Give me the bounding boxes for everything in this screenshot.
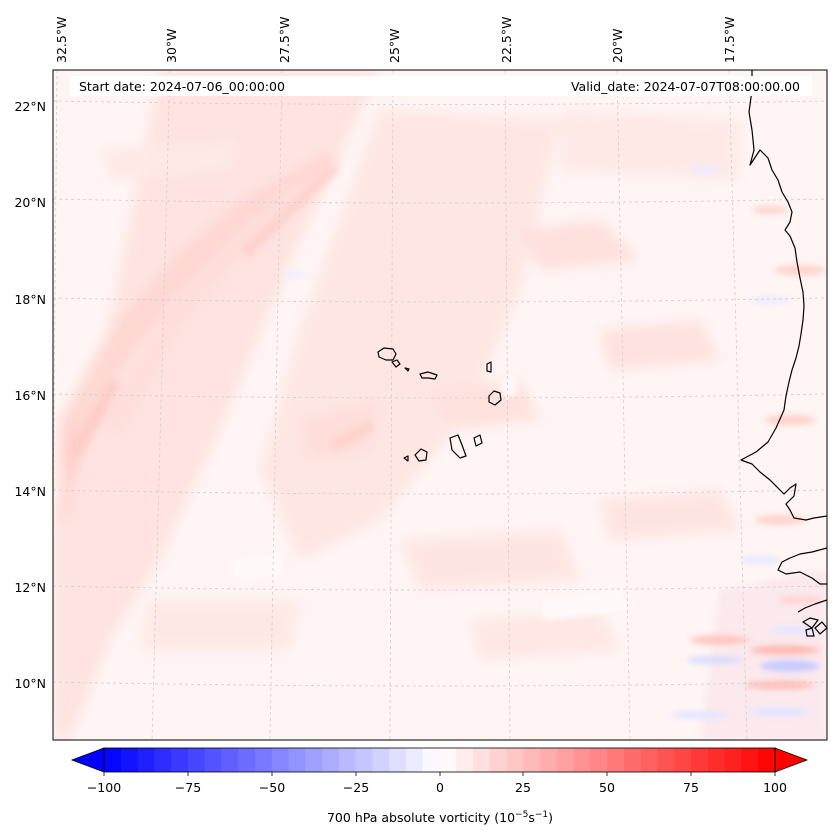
lon-label: 27.5°W <box>277 17 292 63</box>
colorbar-swatch <box>489 748 507 772</box>
colorbar-swatch <box>355 748 373 772</box>
colorbar-swatch <box>590 748 608 772</box>
start-date-text: Start date: 2024-07-06_00:00:00 <box>79 79 285 94</box>
valid-date-text: Valid_date: 2024-07-07T08:00:00.00 <box>571 79 800 94</box>
colorbar-swatch <box>104 748 122 772</box>
colorbar-swatch <box>288 748 306 772</box>
graticule <box>53 70 827 740</box>
colorbar-tick-label: 75 <box>683 780 699 795</box>
colorbar-swatch <box>724 748 742 772</box>
colorbar-swatch <box>271 748 289 772</box>
colorbar-swatch <box>422 748 440 772</box>
colorbar-frame <box>103 747 776 773</box>
longitude-labels: 32.5°W 30°W 27.5°W 25°W 22.5°W 20°W 17.5… <box>54 17 737 63</box>
lon-label: 20°W <box>610 28 625 63</box>
colorbar-swatch <box>439 748 457 772</box>
colorbar-swatch <box>389 748 407 772</box>
island-santa-luzia <box>404 367 410 372</box>
island-sao-nicolau <box>419 371 438 380</box>
colorbar-swatch <box>171 748 189 772</box>
colorbar-max-extension <box>774 747 809 773</box>
colorbar-swatch <box>540 748 558 772</box>
island-santiago <box>449 434 467 459</box>
africa-coastline <box>740 70 827 521</box>
colorbar-swatch <box>691 748 709 772</box>
island-brava <box>403 455 409 462</box>
colorbar-swatch <box>221 748 239 772</box>
island-maio <box>473 434 483 447</box>
colorbar-swatch <box>640 748 658 772</box>
lat-label: 18°N <box>14 292 46 307</box>
colorbar-swatches <box>104 748 776 772</box>
colorbar-tick-label: −100 <box>87 780 121 795</box>
lon-label: 30°W <box>164 28 179 63</box>
colorbar-swatch <box>741 748 759 772</box>
lat-label: 16°N <box>14 388 46 403</box>
vorticity-field <box>53 70 827 740</box>
lat-label: 10°N <box>14 676 46 691</box>
island-sal <box>486 361 492 373</box>
colorbar-swatch <box>657 748 675 772</box>
colorbar-tick-label: 25 <box>515 780 531 795</box>
colorbar-swatch <box>204 748 222 772</box>
lon-label: 17.5°W <box>722 17 737 63</box>
coastlines <box>377 70 827 637</box>
colorbar-swatch <box>674 748 692 772</box>
africa-coastline-south <box>777 547 827 613</box>
colorbar-tick-label: 100 <box>763 780 787 795</box>
colorbar-swatch <box>707 748 726 772</box>
lat-label: 14°N <box>14 484 46 499</box>
colorbar-tick-label: −25 <box>343 780 369 795</box>
colorbar-tick-label: 50 <box>599 780 615 795</box>
colorbar-swatch <box>506 748 524 772</box>
colorbar-swatch <box>305 748 323 772</box>
island-santo-antao <box>377 347 397 361</box>
colorbar-swatch <box>473 748 491 772</box>
colorbar-swatch <box>573 748 591 772</box>
header-strip <box>70 76 812 96</box>
colorbar-swatch <box>556 748 575 772</box>
colorbar-min-extension <box>70 747 105 773</box>
island-sao-vicente <box>391 359 401 368</box>
colorbar-tick-label: −75 <box>175 780 201 795</box>
colorbar-tick-label: −50 <box>259 780 285 795</box>
island-fogo <box>414 448 428 462</box>
lon-label: 22.5°W <box>499 17 514 63</box>
lon-label: 25°W <box>387 28 402 63</box>
colorbar-swatch <box>254 748 273 772</box>
colorbar-ticks <box>103 772 776 776</box>
map-panel <box>53 70 827 740</box>
colorbar-swatch <box>405 748 424 772</box>
colorbar-swatch <box>758 748 776 772</box>
colorbar-swatch <box>372 748 390 772</box>
lat-label: 20°N <box>14 195 46 210</box>
latitude-labels: 22°N 20°N 18°N 16°N 14°N 12°N 10°N <box>14 99 46 691</box>
colorbar-swatch <box>624 748 642 772</box>
island-boa-vista <box>488 390 502 406</box>
colorbar-label: 700 hPa absolute vorticity (10−5s−1) <box>327 810 553 825</box>
colorbar: −100 −75 −50 −25 0 25 50 75 100 700 hPa … <box>70 747 809 825</box>
lat-label: 22°N <box>14 99 46 114</box>
colorbar-swatch <box>607 748 625 772</box>
colorbar-swatch <box>338 748 357 772</box>
lon-label: 32.5°W <box>54 17 69 63</box>
colorbar-swatch <box>523 748 541 772</box>
colorbar-swatch <box>456 748 474 772</box>
colorbar-swatch <box>120 748 138 772</box>
colorbar-swatch <box>137 748 155 772</box>
colorbar-swatch <box>322 748 340 772</box>
colorbar-tick-label: 0 <box>436 780 444 795</box>
lat-label: 12°N <box>14 580 46 595</box>
colorbar-swatch <box>154 748 172 772</box>
colorbar-swatch <box>187 748 206 772</box>
colorbar-swatch <box>238 748 256 772</box>
bijagos-islands <box>802 617 827 637</box>
map-frame <box>52 69 828 741</box>
